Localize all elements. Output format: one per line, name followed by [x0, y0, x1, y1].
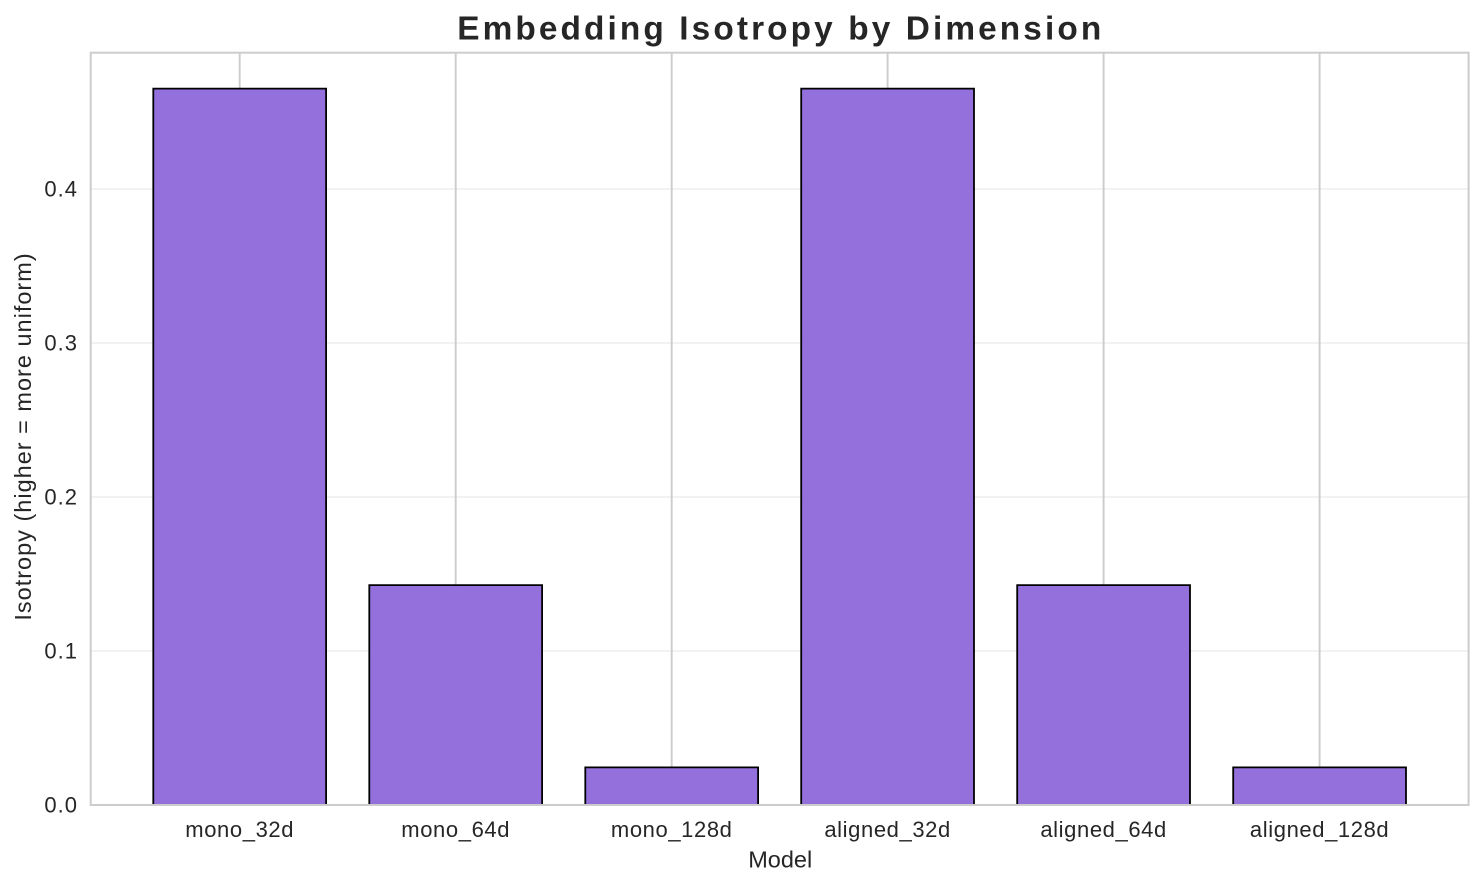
svg-text:Embedding Isotropy by Dimensio: Embedding Isotropy by Dimension — [457, 11, 1104, 48]
svg-text:mono_64d: mono_64d — [401, 817, 510, 842]
svg-text:aligned_128d: aligned_128d — [1250, 817, 1389, 842]
svg-text:0.0: 0.0 — [44, 793, 78, 818]
svg-text:0.4: 0.4 — [44, 177, 78, 202]
svg-text:0.1: 0.1 — [44, 639, 78, 664]
svg-text:0.3: 0.3 — [44, 331, 78, 356]
svg-text:mono_128d: mono_128d — [611, 817, 733, 842]
svg-text:Isotropy (higher = more unifor: Isotropy (higher = more uniform) — [10, 252, 36, 620]
svg-text:mono_32d: mono_32d — [185, 817, 294, 842]
svg-text:0.2: 0.2 — [44, 485, 78, 510]
svg-text:Model: Model — [748, 847, 812, 873]
svg-text:aligned_64d: aligned_64d — [1040, 817, 1167, 842]
svg-text:aligned_32d: aligned_32d — [824, 817, 951, 842]
